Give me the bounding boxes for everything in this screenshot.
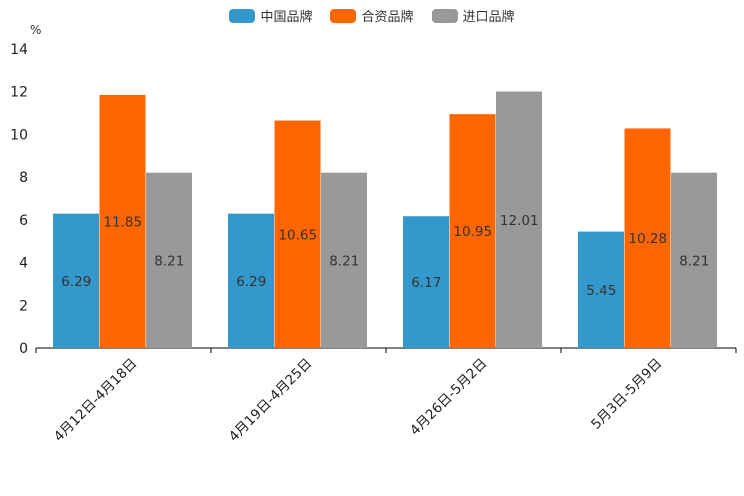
bar-3-2 bbox=[321, 172, 367, 348]
y-tick-label-12: 12 bbox=[10, 85, 28, 101]
bar-2-2 bbox=[274, 120, 321, 349]
bar-1-2 bbox=[228, 213, 274, 348]
data-label-2-4: 10.28 bbox=[628, 231, 667, 247]
y-axis-unit-label: % bbox=[30, 23, 41, 37]
data-label-2-3: 10.95 bbox=[453, 224, 492, 240]
bar-1-1 bbox=[53, 213, 99, 348]
legend-swatch-joint-venture-brand bbox=[330, 8, 357, 23]
legend-swatch-imported-brand bbox=[431, 8, 458, 23]
data-label-1-2: 6.29 bbox=[236, 274, 266, 290]
legend: 中国品牌 合资品牌 进口品牌 bbox=[0, 6, 744, 25]
legend-item-imported-brand[interactable]: 进口品牌 bbox=[431, 6, 515, 25]
y-tick-label-0: 0 bbox=[19, 341, 28, 357]
data-label-3-2: 8.21 bbox=[329, 253, 359, 269]
bar-3-3 bbox=[496, 91, 542, 348]
y-tick-label-4: 4 bbox=[19, 256, 28, 272]
legend-item-china-brand[interactable]: 中国品牌 bbox=[229, 6, 312, 25]
y-tick-label-10: 10 bbox=[10, 127, 28, 143]
legend-label-imported-brand: 进口品牌 bbox=[462, 10, 515, 25]
bar-1-4 bbox=[578, 231, 624, 348]
bar-2-3 bbox=[449, 114, 496, 348]
y-tick-label-2: 2 bbox=[19, 298, 28, 314]
x-category-label-1: 4月12日-4月18日 bbox=[51, 356, 140, 445]
x-category-label-3: 4月26日-5月2日 bbox=[407, 356, 490, 439]
data-label-1-1: 6.29 bbox=[61, 274, 91, 290]
x-category-label-2: 4月19日-4月25日 bbox=[226, 356, 315, 445]
legend-swatch-china-brand bbox=[229, 8, 256, 23]
x-category-label-4: 5月3日-5月9日 bbox=[588, 356, 665, 433]
data-label-2-1: 11.85 bbox=[103, 214, 142, 230]
data-label-1-3: 6.17 bbox=[411, 275, 441, 291]
data-label-3-3: 12.01 bbox=[500, 213, 539, 229]
bar-3-1 bbox=[146, 172, 192, 348]
legend-label-joint-venture-brand: 合资品牌 bbox=[361, 10, 414, 25]
data-label-3-1: 8.21 bbox=[154, 253, 184, 269]
y-tick-label-6: 6 bbox=[19, 213, 28, 229]
data-label-3-4: 8.21 bbox=[679, 253, 709, 269]
y-tick-label-8: 8 bbox=[19, 170, 28, 186]
bar-3-4 bbox=[671, 172, 717, 348]
data-label-1-4: 5.45 bbox=[586, 283, 616, 299]
data-label-2-2: 10.65 bbox=[278, 227, 317, 243]
bar-2-4 bbox=[624, 128, 671, 348]
bar-1-3 bbox=[403, 216, 449, 348]
y-tick-label-14: 14 bbox=[10, 42, 28, 58]
legend-label-china-brand: 中国品牌 bbox=[260, 10, 313, 25]
legend-item-joint-venture-brand[interactable]: 合资品牌 bbox=[330, 6, 414, 25]
bar-2-1 bbox=[99, 94, 146, 349]
